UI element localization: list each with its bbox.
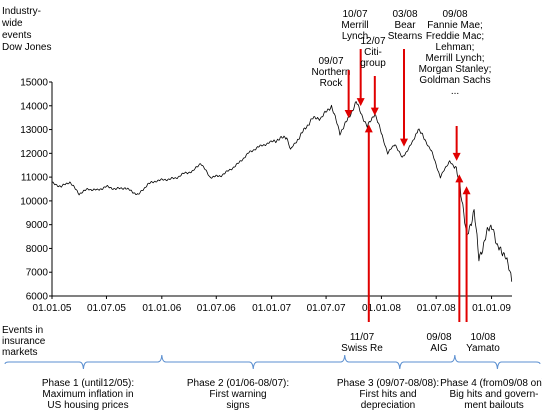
insurance-event-arrowhead xyxy=(364,124,373,133)
y-tick-label: 15000 xyxy=(20,78,48,89)
phase-label-line: Phase 3 (09/07-08/08): xyxy=(337,378,439,389)
y-axis: 6000 7000 8000 9000 10000 11000 12000 13000 1400… xyxy=(20,78,53,303)
phase-label: Phase 3 (09/07-08/08):First hits anddepr… xyxy=(337,378,439,411)
insurance-event-label: 09/08 xyxy=(426,332,451,343)
y-tick-label: 11000 xyxy=(21,173,49,184)
phase-timeline: Phase 1 (until12/05):Maximum inflation i… xyxy=(4,354,542,411)
price-series xyxy=(51,101,513,282)
industry-event-label: 09/07 xyxy=(318,56,343,67)
industry-event-label: Merrill Lynch; xyxy=(425,53,484,64)
industry-event-label: 10/07 xyxy=(342,9,367,20)
y-tick-label: 13000 xyxy=(20,125,48,136)
x-tick-label: 01.07.06 xyxy=(197,303,236,314)
phase-label-line: First warning xyxy=(209,389,266,400)
x-tick-label: 01.01.07 xyxy=(252,303,291,314)
y-axis-title-line: events xyxy=(2,30,31,41)
industry-event-arrowhead xyxy=(452,152,461,161)
industry-event-arrowhead xyxy=(370,107,379,116)
insurance-events-label-line: markets xyxy=(2,347,38,358)
industry-event-label: Northern xyxy=(312,67,351,78)
y-tick-label: 7000 xyxy=(26,268,49,279)
phase-label-line: Phase 4 (from09/08 on): xyxy=(440,378,542,389)
insurance-events-label-line: insurance xyxy=(2,336,46,347)
industry-event-label: 09/08 xyxy=(442,9,467,20)
y-tick-label: 6000 xyxy=(26,292,49,303)
industry-event-label: Stearns xyxy=(388,31,422,42)
insurance-events-label-line: Events in xyxy=(2,325,43,336)
y-axis-title-line: Industry- xyxy=(2,6,41,17)
phase-label-line: depreciation xyxy=(361,400,415,411)
industry-event-label: Morgan Stanley; xyxy=(419,64,492,75)
industry-event-label: Goldman Sachs xyxy=(419,75,490,86)
x-tick-label: 01.01.06 xyxy=(142,303,181,314)
phase-label-line: ment bailouts xyxy=(464,400,523,411)
phase-label-line: First hits and xyxy=(359,389,416,400)
phase-label-line: signs xyxy=(226,400,249,411)
x-tick-label: 01.07.08 xyxy=(417,303,456,314)
industry-event-label: group xyxy=(360,58,386,69)
insurance-event-arrowhead xyxy=(462,186,471,195)
industry-event-arrowhead xyxy=(399,138,408,147)
industry-event-label: 03/08 xyxy=(392,9,417,20)
industry-event-label: Lynch xyxy=(342,31,368,42)
industry-event-arrowhead xyxy=(356,98,365,107)
phase-label: Phase 4 (from09/08 on):Big hits and gove… xyxy=(440,378,542,411)
industry-event-label: 12/07 xyxy=(360,36,385,47)
y-tick-label: 12000 xyxy=(20,149,48,160)
industry-event-label: Freddie Mac; xyxy=(426,31,484,42)
x-tick-label: 01.07.07 xyxy=(307,303,346,314)
industry-event-label: Lehman; xyxy=(436,42,475,53)
phase-label-line: Big hits and govern- xyxy=(450,389,539,400)
phase-label: Phase 1 (until12/05):Maximum inflation i… xyxy=(42,378,134,411)
industry-event-arrowhead xyxy=(344,110,353,119)
x-tick-label: 01.01.08 xyxy=(362,303,401,314)
insurance-event-label: 11/07 xyxy=(350,332,375,343)
industry-event-label: Fannie Mae; xyxy=(427,20,483,31)
insurance-event-label: Swiss Re xyxy=(341,343,383,354)
insurance-event-label: Yamato xyxy=(466,343,500,354)
phase-brace xyxy=(4,354,541,370)
industry-event-label: Merrill xyxy=(341,20,368,31)
y-axis-title-line: wide xyxy=(1,18,23,29)
industry-event-label: Bear xyxy=(394,20,416,31)
y-tick-label: 10000 xyxy=(20,196,48,207)
y-axis-title-line: Dow Jones xyxy=(2,42,51,53)
x-axis: 01.01.05 01.07.05 01.01.06 01.07.06 01.01.07… xyxy=(33,295,512,314)
x-tick-label: 01.01.05 xyxy=(33,303,72,314)
phase-label-line: Maximum inflation in xyxy=(42,389,133,400)
insurance-event-arrowhead xyxy=(455,174,464,183)
industry-event-label: ... xyxy=(451,86,459,97)
industry-event-label: Rock xyxy=(320,78,344,89)
y-tick-label: 9000 xyxy=(26,220,49,231)
y-tick-label: 14000 xyxy=(20,101,48,112)
insurance-event-label: AIG xyxy=(430,343,447,354)
phase-label-line: Phase 1 (until12/05): xyxy=(42,378,134,389)
industry-events: 09/07NorthernRock10/07MerrillLynch12/07C… xyxy=(312,9,492,161)
x-tick-label: 01.07.05 xyxy=(87,303,126,314)
industry-event-label: Citi- xyxy=(364,47,382,58)
insurance-event-label: 10/08 xyxy=(470,332,495,343)
x-tick-label: 01.01.09 xyxy=(472,303,511,314)
phase-label-line: US housing prices xyxy=(47,400,128,411)
phase-label-line: Phase 2 (01/06-08/07): xyxy=(187,378,289,389)
y-tick-label: 8000 xyxy=(26,244,49,255)
series-line xyxy=(51,101,513,282)
